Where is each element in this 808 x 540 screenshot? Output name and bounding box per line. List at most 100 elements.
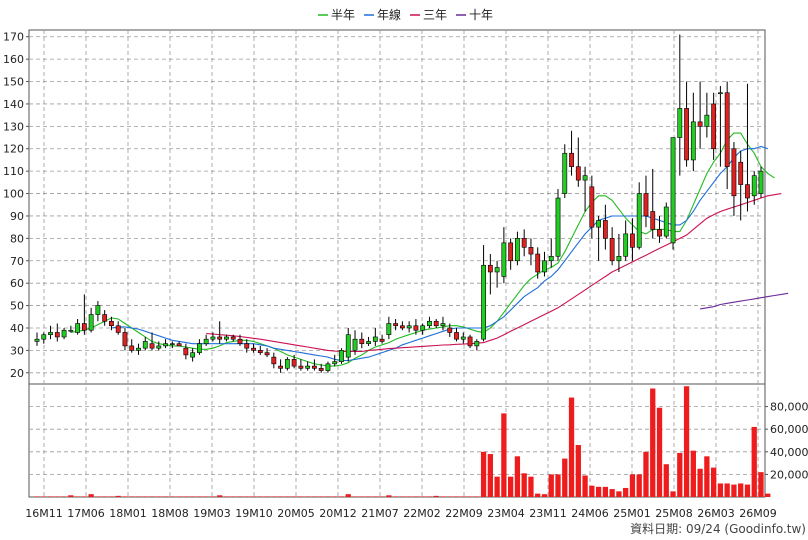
volume-bar-78 [562,458,568,497]
candle-73 [528,238,534,266]
candle-body-5 [68,329,74,332]
volume-bar-14 [129,496,135,497]
candle-body-72 [521,238,527,248]
volume-bar-90 [643,451,649,497]
candle-40 [305,361,311,371]
candle-81 [582,166,588,212]
candle-54 [399,321,405,331]
candle-86 [616,233,622,272]
candle-43 [325,361,331,373]
candle-69 [501,227,507,284]
candle-body-92 [657,229,662,237]
candle-20 [169,341,175,349]
candle-body-93 [663,206,669,237]
volume-bar-63 [460,496,466,497]
price-tick-label-8: 100 [3,188,24,201]
candle-body-80 [575,166,581,181]
volume-bar-93 [663,464,669,497]
volume-bar-75 [541,494,548,497]
volume-bar-17 [149,496,155,497]
volume-bar-59 [433,495,439,497]
candle-26 [210,332,216,342]
volume-bar-44 [332,496,338,497]
volume-bar-58 [426,496,433,497]
x-tick-label-11: 23M04 [487,507,525,520]
candle-96 [684,81,689,167]
price-tick-label-10: 120 [3,143,24,156]
candle-11 [109,316,114,331]
x-tick-label-9: 22M02 [403,507,441,520]
candle-0 [34,332,40,346]
candle-body-20 [169,343,175,345]
volume-bar-25 [203,496,209,497]
candle-body-35 [271,356,277,365]
volume-bar-5 [68,495,74,497]
candle-66 [481,245,486,342]
candle-9 [95,301,101,322]
candle-body-33 [257,350,263,353]
candle-body-18 [156,345,162,349]
volume-bar-30 [237,496,243,497]
candle-body-2 [48,332,53,336]
candle-body-100 [711,103,717,150]
ma-line-3 [700,292,789,310]
candle-body-17 [149,343,155,349]
legend-label-3: 十年 [469,8,493,22]
volume-bar-69 [501,413,507,497]
candle-48 [359,332,365,349]
candle-92 [657,215,662,243]
candle-75 [542,251,547,277]
candle-97 [690,92,696,172]
price-tick-label-6: 80 [10,232,24,245]
candle-body-76 [548,255,554,262]
candle-31 [244,339,250,353]
volume-bar-43 [325,496,331,497]
volume-bar-70 [508,476,514,497]
volume-bar-45 [338,496,345,497]
candle-58 [427,316,432,328]
candle-76 [548,238,554,268]
chart-legend: 半年 年線 三年 十年 [318,7,493,22]
volume-axis: 20,000 40,000 60,000 80,000 [765,401,808,481]
candle-24 [196,339,202,355]
candle-body-106 [751,175,757,197]
volume-bar-68 [494,476,500,497]
candle-body-45 [339,350,344,362]
volume-bar-13 [122,496,128,497]
candle-body-104 [738,161,744,185]
volume-bar-62 [453,496,460,497]
candle-12 [115,321,121,335]
volume-tick-label-0: 20,000 [770,468,808,481]
candle-body-27 [217,336,223,340]
candle-body-40 [305,365,311,369]
candle-body-75 [542,260,547,273]
x-tick-label-4: 19M03 [193,507,231,520]
volume-bar-96 [683,386,690,497]
candle-70 [508,238,514,270]
candle-body-98 [697,121,703,127]
candle-68 [494,260,500,288]
candle-body-25 [203,338,209,344]
candle-body-0 [34,338,40,342]
candle-6 [75,319,80,335]
volume-bar-27 [217,495,223,497]
volume-bar-10 [102,496,108,497]
volume-bar-94 [670,491,676,497]
candle-57 [420,323,426,335]
candlesticks [34,34,764,373]
volume-bar-2 [47,496,54,497]
volume-bar-18 [156,496,162,497]
volume-bar-15 [135,496,142,497]
x-tick-label-7: 20M12 [319,507,357,520]
candle-body-65 [474,341,480,347]
volume-bar-41 [311,496,318,497]
volume-bar-36 [277,496,284,497]
candle-body-62 [454,332,459,340]
candle-102 [724,81,730,190]
candle-101 [718,86,723,167]
volume-panel-frame [28,383,766,498]
candle-body-43 [325,363,331,371]
volume-tick-label-3: 80,000 [770,401,808,414]
candle-body-63 [460,336,466,340]
